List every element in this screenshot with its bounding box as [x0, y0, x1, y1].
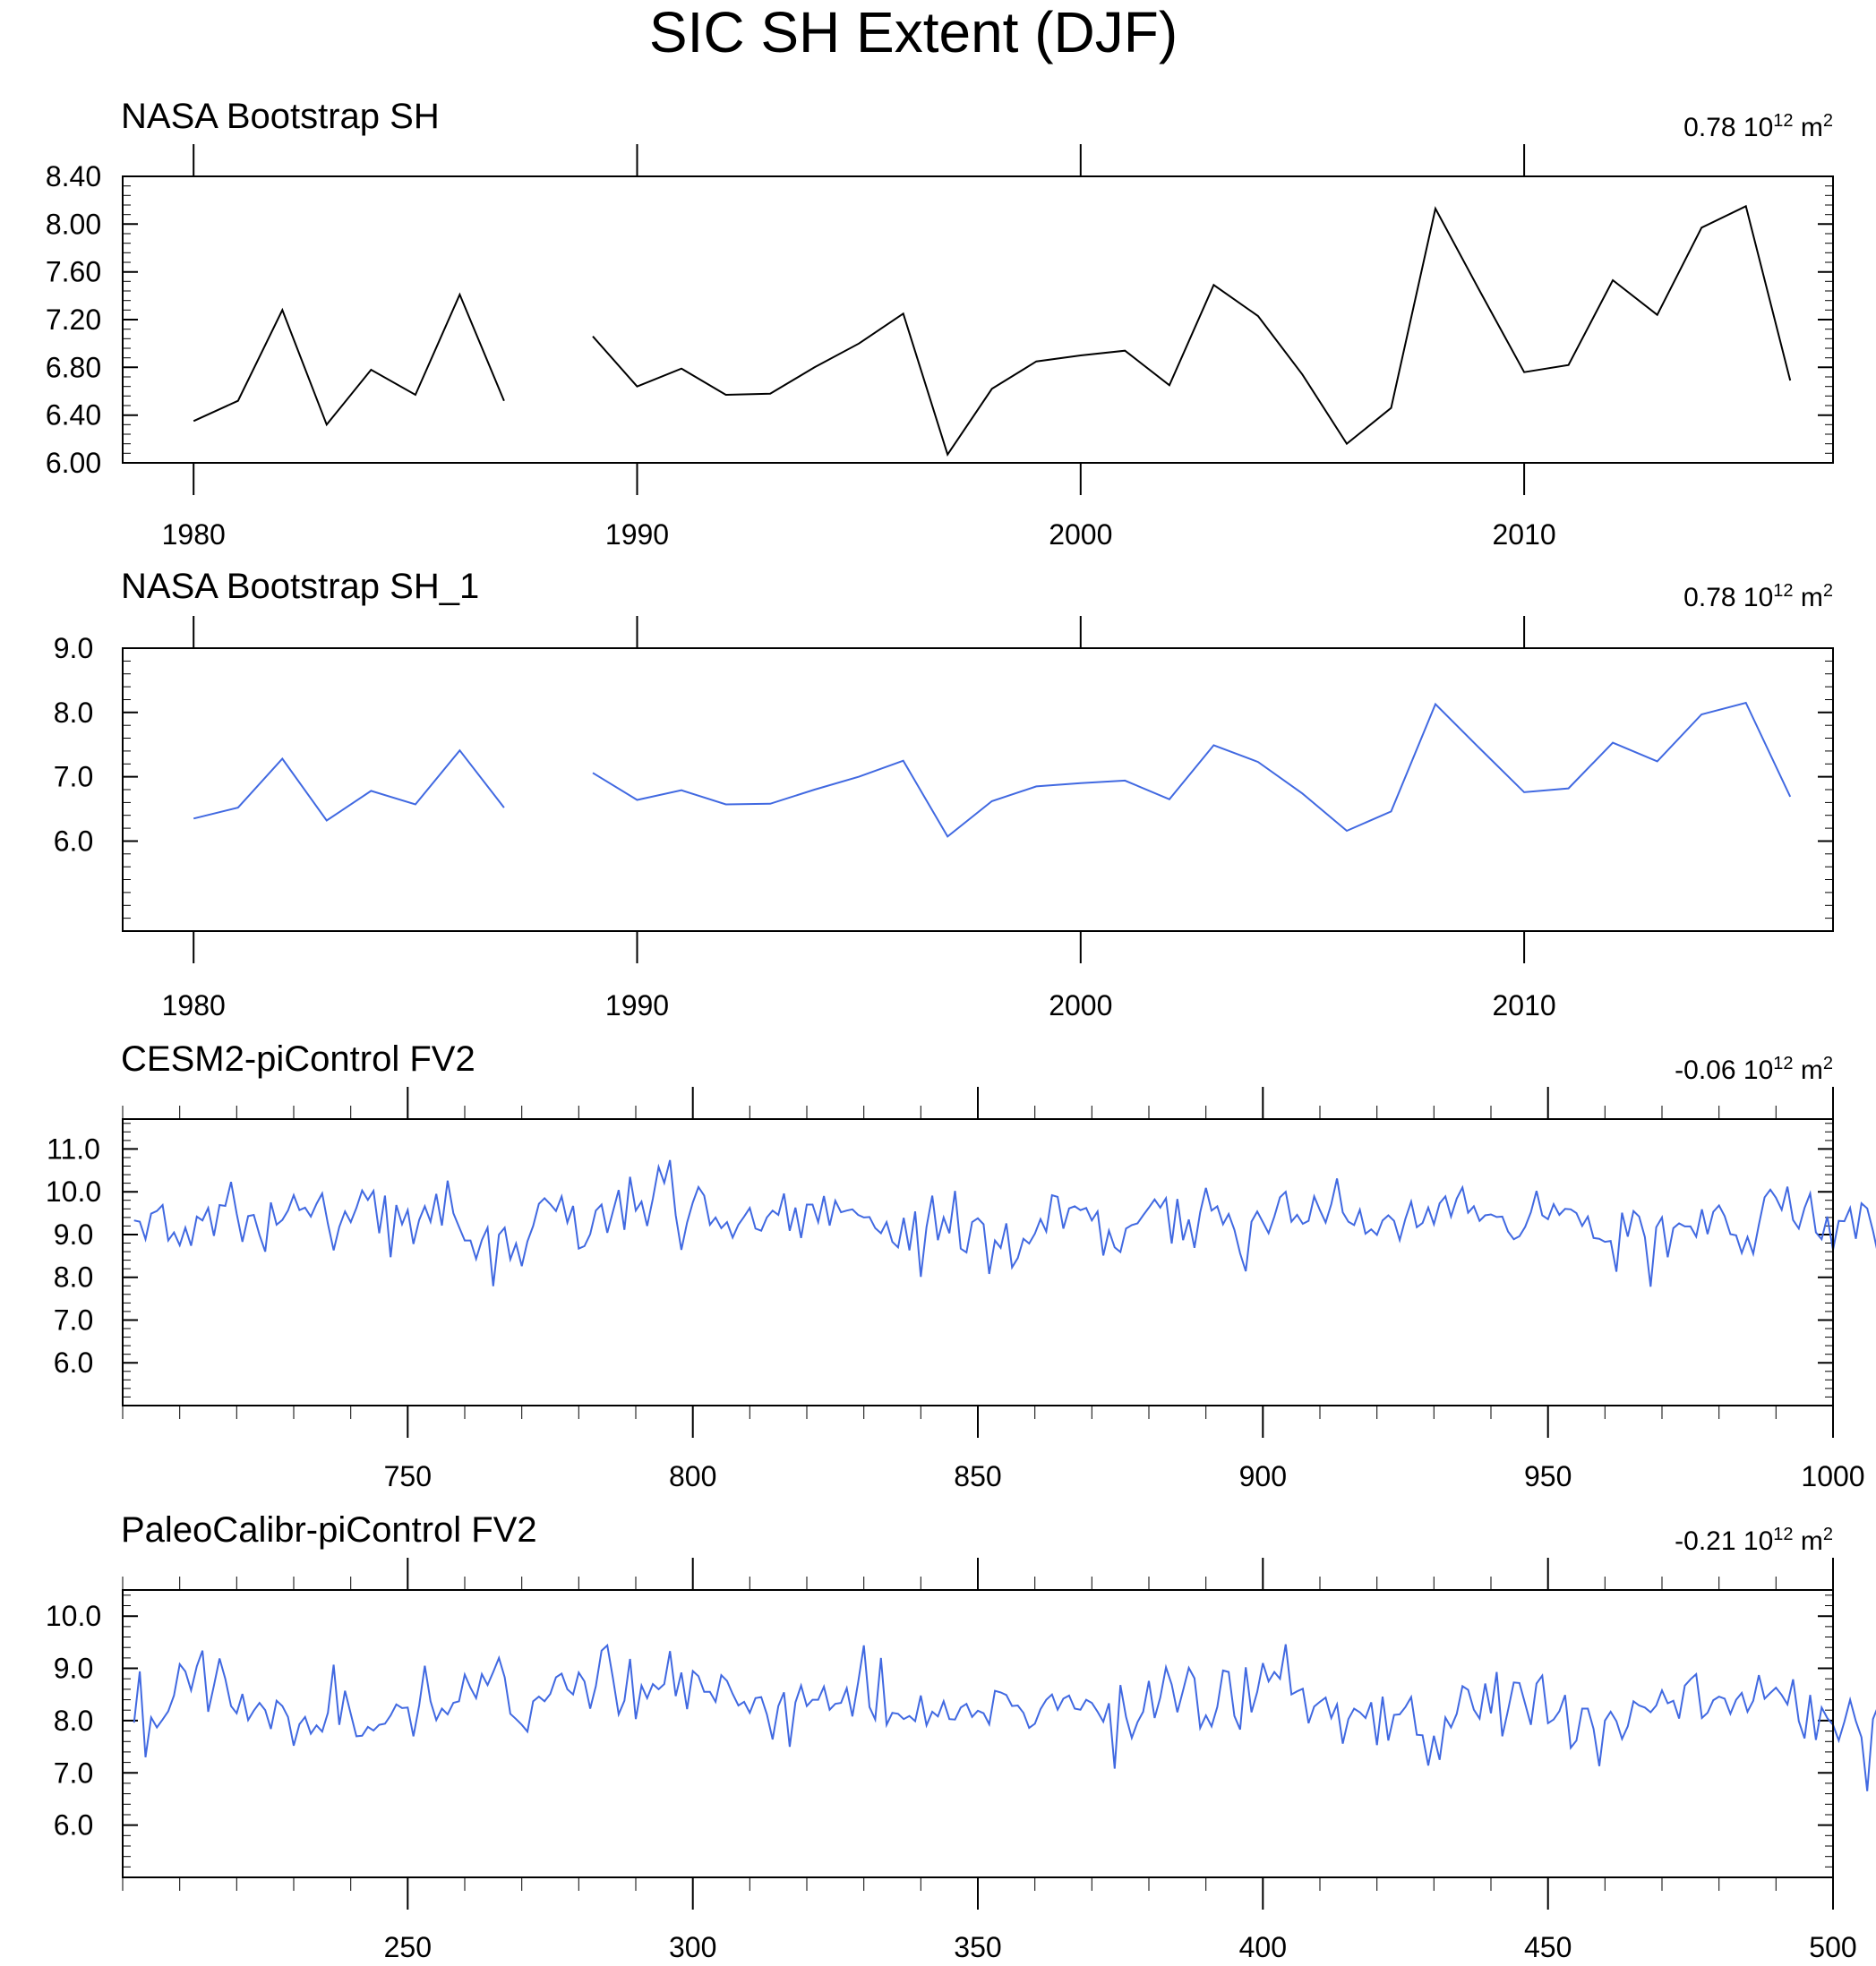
y-tick-label: 7.0 [54, 1304, 93, 1337]
y-tick-label: 10.0 [46, 1600, 101, 1632]
plot-frame [122, 647, 1834, 932]
x-tick-label: 800 [669, 1460, 716, 1492]
series-line [592, 701, 1792, 838]
panel-title: NASA Bootstrap SH [121, 97, 440, 136]
y-tick-label: 6.0 [54, 1346, 93, 1379]
units-unit: m [1801, 113, 1823, 142]
x-tick-label: 850 [954, 1460, 1001, 1492]
x-tick-label: 2010 [1493, 518, 1556, 551]
y-tick-label: 7.0 [54, 761, 93, 793]
x-tick-label: 1980 [162, 518, 226, 551]
x-tick-label: 500 [1809, 1931, 1856, 1963]
units-prefix: 10 [1743, 113, 1773, 142]
y-tick-label: 10.0 [46, 1175, 101, 1208]
units-unit-exponent: 2 [1823, 581, 1833, 601]
x-tick-label: 350 [954, 1931, 1001, 1963]
x-tick-label: 1990 [605, 518, 669, 551]
y-tick-label: 8.00 [46, 208, 101, 240]
y-tick-label: 9.0 [54, 1218, 93, 1251]
trend-label: -0.21 1012 m2 [1675, 1525, 1833, 1556]
units-exponent: 12 [1773, 581, 1793, 601]
y-tick-label: 9.0 [54, 632, 93, 664]
units-unit: m [1801, 583, 1823, 612]
y-tick-label: 6.0 [54, 825, 93, 858]
x-tick-label: 950 [1524, 1460, 1572, 1492]
series-line [193, 748, 505, 822]
y-tick-label: 7.60 [46, 256, 101, 288]
units-prefix: 10 [1743, 583, 1773, 612]
x-tick-label: 2000 [1049, 518, 1112, 551]
x-tick-label: 1000 [1801, 1460, 1864, 1492]
trend-label: 0.78 1012 m2 [1683, 581, 1833, 612]
x-tick-label: 450 [1524, 1931, 1572, 1963]
series-line [133, 1159, 1876, 1287]
y-tick-label: 6.0 [54, 1809, 93, 1842]
figure-title: SIC SH Extent (DJF) [649, 0, 1178, 64]
y-tick-label: 8.0 [54, 1705, 93, 1737]
x-tick-label: 2010 [1493, 989, 1556, 1021]
trend-label: 0.78 1012 m2 [1683, 111, 1833, 142]
units-unit: m [1801, 1526, 1823, 1556]
plot-frame [122, 1589, 1834, 1878]
x-tick-label: 750 [384, 1460, 432, 1492]
series-line [193, 292, 505, 427]
y-tick-label: 8.0 [54, 697, 93, 729]
units-prefix: 10 [1743, 1526, 1773, 1556]
y-tick-label: 8.0 [54, 1261, 93, 1294]
units-unit-exponent: 2 [1823, 1525, 1833, 1544]
x-tick-label: 2000 [1049, 989, 1112, 1021]
y-tick-label: 11.0 [47, 1133, 100, 1165]
panel-title: PaleoCalibr-piControl FV2 [121, 1510, 537, 1550]
x-tick-label: 900 [1239, 1460, 1287, 1492]
panel-title: NASA Bootstrap SH_1 [121, 567, 479, 606]
panel-nasa-bootstrap-sh-1: NASA Bootstrap SH_1 0.78 1012 m2 6.0 7.0 8… [54, 567, 1834, 1021]
series-line [133, 1643, 1876, 1791]
panel-title: CESM2-piControl FV2 [121, 1039, 475, 1079]
plot-frame [122, 175, 1834, 464]
x-tick-label: 250 [384, 1931, 432, 1963]
trend-value: 0.78 [1683, 113, 1735, 142]
x-tick-label: 1980 [162, 989, 226, 1021]
x-tick-label: 400 [1239, 1931, 1287, 1963]
plot-frame [122, 1118, 1834, 1406]
panel-nasa-bootstrap-sh: NASA Bootstrap SH 0.78 1012 m2 6.00 6.40 6… [46, 97, 1834, 551]
units-unit-exponent: 2 [1823, 111, 1833, 131]
y-tick-label: 6.00 [46, 447, 101, 479]
panel-cesm2-picontrol-fv2: CESM2-piControl FV2 -0.06 1012 m2 6.0 7.0… [46, 1039, 1876, 1492]
units-prefix: 10 [1743, 1056, 1773, 1085]
trend-value: 0.78 [1683, 583, 1735, 612]
y-tick-label: 8.40 [46, 160, 101, 192]
trend-value: -0.06 [1675, 1056, 1735, 1085]
y-tick-label: 7.0 [54, 1757, 93, 1789]
y-tick-label: 6.40 [46, 399, 101, 432]
panel-paleocalibr-picontrol-fv2: PaleoCalibr-piControl FV2 -0.21 1012 m2 … [46, 1510, 1876, 1963]
y-tick-label: 6.80 [46, 351, 101, 383]
units-exponent: 12 [1773, 1054, 1793, 1073]
units-exponent: 12 [1773, 1525, 1793, 1544]
y-tick-label: 9.0 [54, 1653, 93, 1685]
series-line [592, 204, 1792, 457]
units-unit: m [1801, 1056, 1823, 1085]
trend-value: -0.21 [1675, 1526, 1735, 1556]
units-unit-exponent: 2 [1823, 1054, 1833, 1073]
x-tick-label: 1990 [605, 989, 669, 1021]
x-tick-label: 300 [669, 1931, 716, 1963]
y-tick-label: 7.20 [46, 303, 101, 336]
trend-label: -0.06 1012 m2 [1675, 1054, 1833, 1085]
units-exponent: 12 [1773, 111, 1793, 131]
